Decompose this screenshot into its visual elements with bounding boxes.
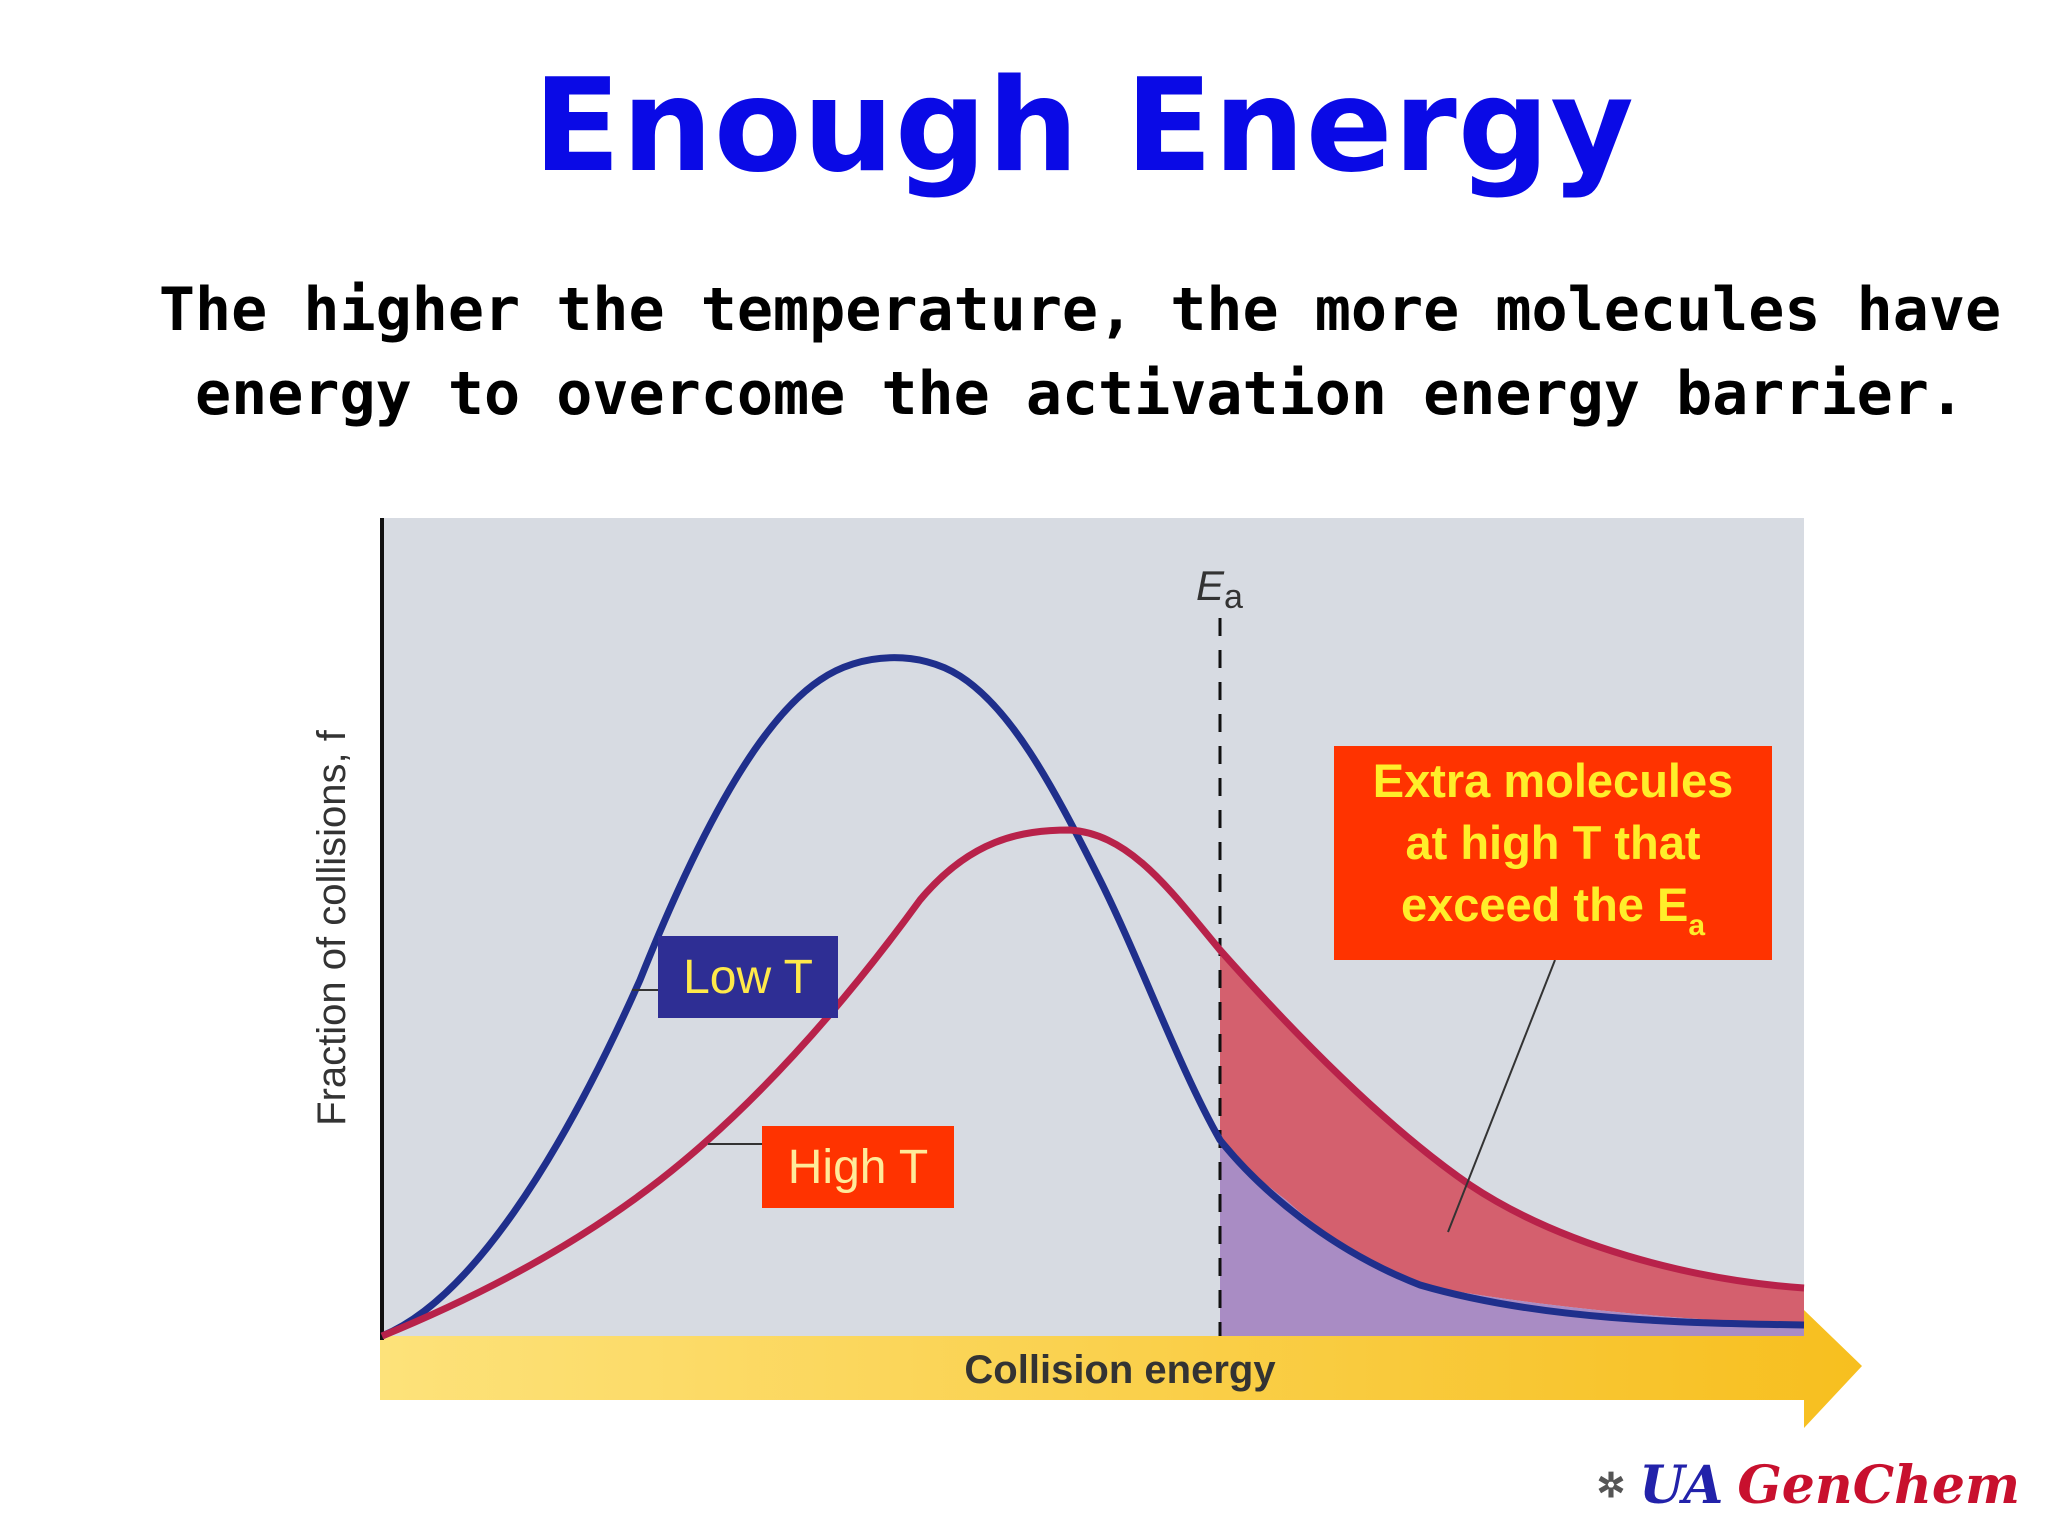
subtitle-line-2: energy to overcome the activation energy…: [194, 359, 1966, 429]
callout-line-1: Extra molecules: [1372, 753, 1734, 807]
subtitle-line-1: The higher the temperature, the more mol…: [158, 275, 2002, 345]
low-t-label: Low T: [658, 936, 838, 1018]
high-t-curve: [380, 826, 1805, 1340]
high-t-label: High T: [762, 1126, 954, 1208]
extra-molecules-callout: Extra molecules at high T that exceed th…: [1334, 746, 1772, 960]
molecule-icon: ✲: [1596, 1466, 1626, 1506]
slide-subtitle: The higher the temperature, the more mol…: [140, 268, 2020, 436]
collision-energy-arrow: [380, 1310, 1862, 1428]
high-t-excess-region: [1220, 950, 1804, 1325]
callout-line-2: at high T that: [1405, 815, 1701, 869]
slide-title: Enough Energy: [533, 52, 1635, 201]
footer-genchem: GenChem: [1737, 1455, 2020, 1516]
callout-line-3: exceed the Ea: [1400, 877, 1706, 942]
y-axis-label: Fraction of collisions, f: [310, 729, 354, 1126]
low-t-excess-region: [1220, 1140, 1804, 1336]
footer-ua: UA: [1639, 1455, 1724, 1516]
ua-genchem-logo: ✲ UA GenChem: [1597, 1454, 2020, 1518]
callout-leader: [1447, 959, 1556, 1233]
ea-label: Ea: [1196, 562, 1243, 616]
x-axis-label: Collision energy: [964, 1348, 1276, 1392]
low-t-curve: [380, 654, 1805, 1340]
